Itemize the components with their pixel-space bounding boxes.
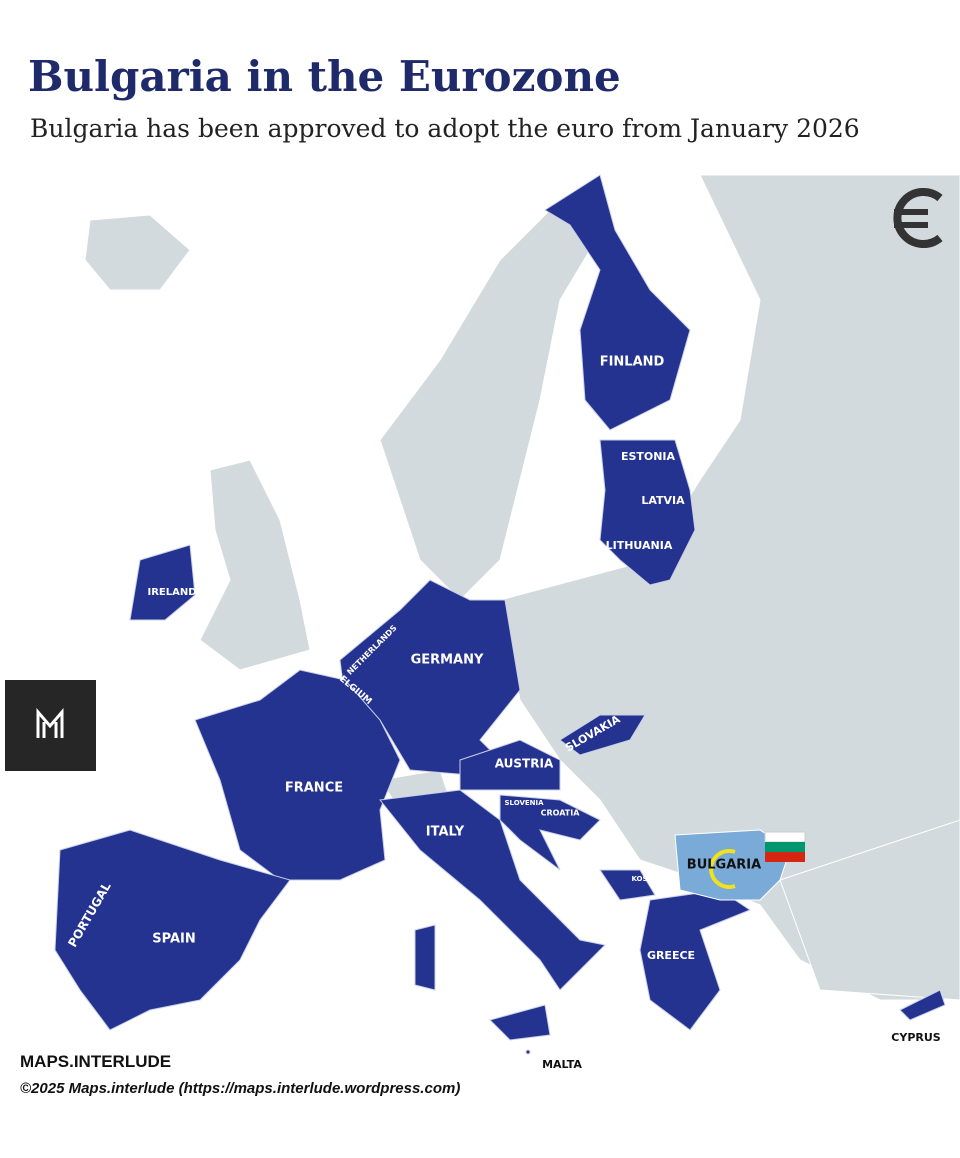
malta <box>525 1049 531 1055</box>
bulgarian-flag <box>764 831 806 862</box>
country-label: SLOVENIA <box>504 799 544 807</box>
country-label: MALTA <box>542 1058 582 1071</box>
euro-icon <box>893 188 943 248</box>
euro-arc <box>893 188 943 248</box>
turkey <box>779 819 960 1001</box>
country-label: BULGARIA <box>687 858 761 873</box>
finland <box>544 174 691 431</box>
france <box>194 669 401 881</box>
kosovo-montenegro <box>599 869 656 901</box>
copyright: ©2025 Maps.interlude (https://maps.inter… <box>20 1080 461 1097</box>
country-label: FRANCE <box>285 781 343 796</box>
croatia-slovenia <box>499 794 601 871</box>
euro-mark <box>709 849 736 889</box>
country-label: KOSOVO <box>631 875 664 883</box>
scandinavia <box>379 179 601 601</box>
country-label: MONTENEGRO <box>558 893 614 901</box>
country-label: LITHUANIA <box>606 539 673 552</box>
eastern-europe <box>499 174 960 1001</box>
baltics <box>599 439 696 586</box>
flag-red <box>765 852 805 862</box>
non-euro-land <box>84 174 960 1001</box>
sicily <box>489 1004 551 1041</box>
country-label: SPAIN <box>152 932 195 947</box>
great-britain <box>199 459 311 671</box>
italy <box>379 789 607 991</box>
logo-mark <box>36 707 64 738</box>
country-label: ESTONIA <box>621 450 676 463</box>
brand: MAPS.INTERLUDE <box>20 1052 172 1071</box>
iberia <box>54 829 291 1031</box>
country-label: AUSTRIA <box>495 757 554 771</box>
slovakia <box>559 714 646 756</box>
flag-white <box>764 831 806 843</box>
country-label: IRELAND <box>147 587 196 598</box>
country-label: CROATIA <box>541 809 581 818</box>
title: Bulgaria in the Eurozone <box>28 52 621 101</box>
country-label: GREECE <box>647 949 695 962</box>
ireland <box>129 544 196 621</box>
country-label: ITALY <box>426 825 465 840</box>
sardinia <box>414 924 436 991</box>
country-label: GERMANY <box>411 653 484 668</box>
iceland <box>84 214 191 291</box>
country-label: CYPRUS <box>891 1031 941 1044</box>
logo <box>5 680 96 771</box>
subtitle: Bulgaria has been approved to adopt the … <box>30 114 860 143</box>
eurozone <box>54 174 946 1055</box>
country-label: FINLAND <box>600 355 665 370</box>
cyprus <box>899 989 946 1021</box>
flag-green <box>765 842 805 852</box>
country-label: LATVIA <box>641 494 685 507</box>
